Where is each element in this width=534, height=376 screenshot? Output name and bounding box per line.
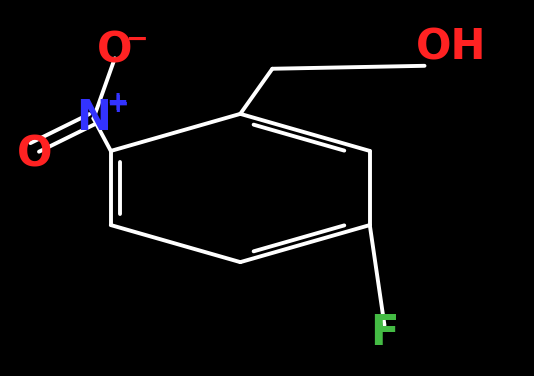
Text: +: + bbox=[106, 90, 129, 117]
Text: F: F bbox=[370, 312, 399, 354]
Text: O: O bbox=[17, 133, 52, 175]
Text: O: O bbox=[97, 30, 132, 72]
Text: OH: OH bbox=[416, 26, 486, 68]
Text: N: N bbox=[76, 97, 111, 139]
Text: −: − bbox=[125, 26, 147, 53]
Text: +: + bbox=[106, 92, 129, 118]
